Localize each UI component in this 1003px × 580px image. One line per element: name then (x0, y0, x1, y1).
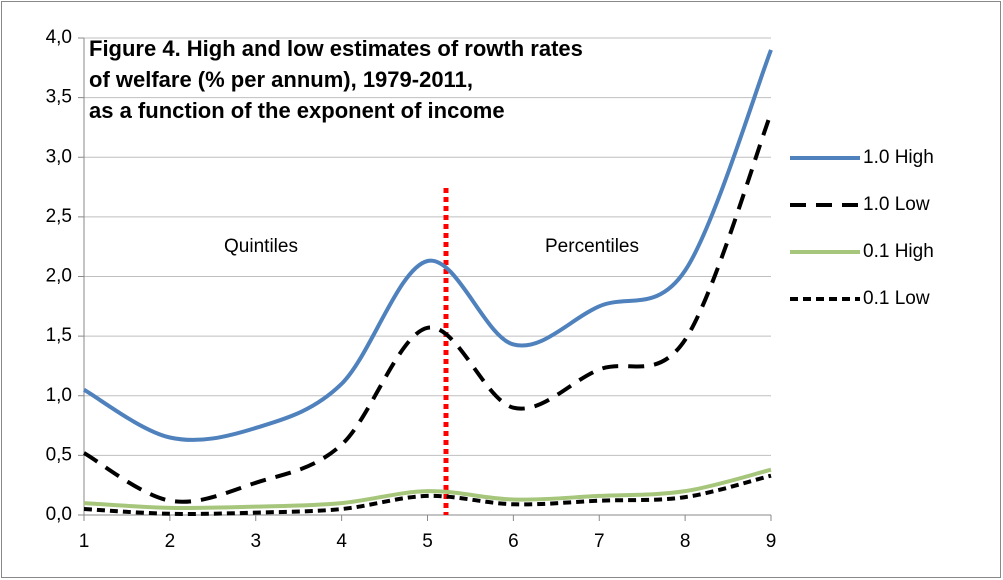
annotation: Quintiles (224, 236, 298, 257)
x-tick-label: 5 (422, 531, 433, 552)
legend-label: 1.0 Low (863, 194, 930, 215)
series-line (83, 473, 772, 516)
x-tick-label: 7 (594, 531, 605, 552)
series-line (83, 112, 773, 504)
chart-title: as a function of the exponent of income (89, 98, 505, 123)
series-line (83, 49, 773, 442)
y-tick-label: 0,0 (46, 504, 72, 525)
y-tick-label: 1,5 (46, 325, 72, 346)
y-tick-label: 0,5 (46, 444, 72, 465)
y-tick-label: 3,5 (46, 87, 72, 108)
chart-title: of welfare (% per annum), 1979-2011, (89, 67, 473, 92)
grid (78, 37, 772, 521)
y-tick-label: 2,5 (46, 206, 72, 227)
x-tick-label: 9 (766, 531, 777, 552)
x-tick-label: 2 (165, 531, 176, 552)
y-tick-label: 2,0 (46, 266, 72, 287)
x-tick-label: 4 (336, 531, 347, 552)
x-tick-label: 3 (250, 531, 261, 552)
legend-label: 1.0 High (863, 147, 934, 168)
legend-label: 0.1 Low (863, 288, 930, 309)
annotation: Percentiles (545, 236, 639, 257)
series-line (83, 467, 772, 511)
x-tick-label: 8 (680, 531, 691, 552)
x-tick-label: 1 (79, 531, 90, 552)
y-tick-label: 3,0 (46, 146, 72, 167)
y-tick-label: 1,0 (46, 385, 72, 406)
y-tick-label: 4,0 (46, 27, 72, 48)
chart-title: Figure 4. High and low estimates of rowt… (89, 36, 583, 61)
x-tick-label: 6 (508, 531, 519, 552)
legend-label: 0.1 High (863, 241, 934, 262)
